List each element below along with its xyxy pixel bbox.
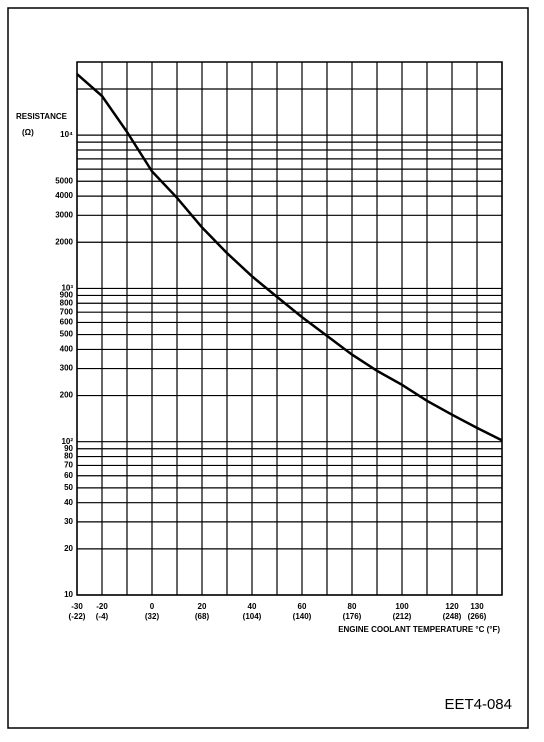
y-tick-label: 200 bbox=[60, 391, 74, 400]
x-tick-label: 100 bbox=[395, 602, 409, 611]
y-tick-label: 60 bbox=[64, 471, 73, 480]
y-tick-label: 30 bbox=[64, 517, 73, 526]
x-axis-label: ENGINE COOLANT TEMPERATURE °C (°F) bbox=[338, 625, 500, 634]
y-tick-label: 10³ bbox=[61, 284, 73, 293]
y-tick-label: 90 bbox=[64, 444, 73, 453]
y-tick-label: 2000 bbox=[55, 237, 73, 246]
x-tick-label-f: (68) bbox=[195, 612, 210, 621]
y-tick-label: 800 bbox=[60, 298, 74, 307]
y-axis-unit: (Ω) bbox=[22, 128, 34, 137]
y-tick-label: 300 bbox=[60, 364, 74, 373]
y-tick-label: 5000 bbox=[55, 176, 73, 185]
x-tick-label: 120 bbox=[445, 602, 459, 611]
y-tick-label: 500 bbox=[60, 330, 74, 339]
x-tick-label-f: (176) bbox=[343, 612, 362, 621]
y-tick-label: 400 bbox=[60, 345, 74, 354]
y-tick-label: 600 bbox=[60, 318, 74, 327]
x-tick-label: 80 bbox=[348, 602, 357, 611]
x-tick-label-f: (32) bbox=[145, 612, 160, 621]
x-tick-label: 20 bbox=[198, 602, 207, 611]
x-tick-label: -30 bbox=[71, 602, 83, 611]
y-tick-label: 4000 bbox=[55, 191, 73, 200]
figure-id: EET4-084 bbox=[444, 696, 512, 713]
x-tick-label: -20 bbox=[96, 602, 108, 611]
x-tick-label: 130 bbox=[470, 602, 484, 611]
x-tick-label-f: (-4) bbox=[96, 612, 109, 621]
page-frame bbox=[7, 7, 529, 729]
y-tick-label: 10² bbox=[61, 437, 73, 446]
x-tick-label-f: (266) bbox=[468, 612, 487, 621]
resistance-curve bbox=[76, 73, 503, 442]
y-tick-label: 80 bbox=[64, 452, 73, 461]
x-tick-label: 0 bbox=[150, 602, 155, 611]
y-tick-label: 50 bbox=[64, 483, 73, 492]
x-tick-label-f: (248) bbox=[443, 612, 462, 621]
y-tick-label: 700 bbox=[60, 307, 74, 316]
y-tick-label: 3000 bbox=[55, 210, 73, 219]
x-tick-label: 40 bbox=[248, 602, 257, 611]
y-tick-label: 40 bbox=[64, 498, 73, 507]
y-tick-label: 20 bbox=[64, 544, 73, 553]
y-axis-label: RESISTANCE bbox=[16, 112, 68, 121]
y-tick-label: 70 bbox=[64, 461, 73, 470]
x-tick-label-f: (212) bbox=[393, 612, 412, 621]
x-tick-label-f: (104) bbox=[243, 612, 262, 621]
y-tick-label: 10⁴ bbox=[60, 130, 73, 139]
x-tick-label-f: (-22) bbox=[69, 612, 86, 621]
x-tick-label: 60 bbox=[298, 602, 307, 611]
x-tick-label-f: (140) bbox=[293, 612, 312, 621]
y-tick-label: 900 bbox=[60, 291, 74, 300]
y-tick-label: 10 bbox=[64, 590, 73, 599]
